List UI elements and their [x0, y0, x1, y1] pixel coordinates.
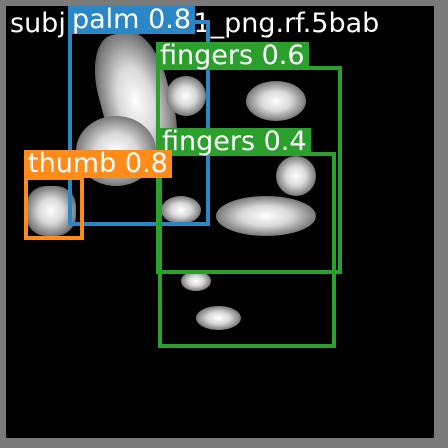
hand-blob: [181, 271, 211, 291]
fingers-label: fingers 0.6: [156, 42, 309, 70]
thumb-box: [24, 176, 84, 240]
fingers-box: [158, 152, 336, 348]
fingers-label: fingers 0.4: [158, 128, 311, 156]
hand-blob: [26, 186, 76, 236]
hand-blob: [246, 81, 306, 121]
thumb-label: thumb 0.8: [24, 150, 172, 178]
palm-label: palm 0.8: [68, 6, 196, 34]
hand-blob: [196, 306, 241, 330]
xray-canvas: subjpalm0.831_png.rf.5bab palm 0.8 finge…: [6, 6, 434, 438]
hand-blob: [216, 196, 316, 236]
hand-blob: [166, 76, 206, 116]
hand-blob: [161, 196, 201, 224]
hand-blob: [276, 156, 316, 196]
